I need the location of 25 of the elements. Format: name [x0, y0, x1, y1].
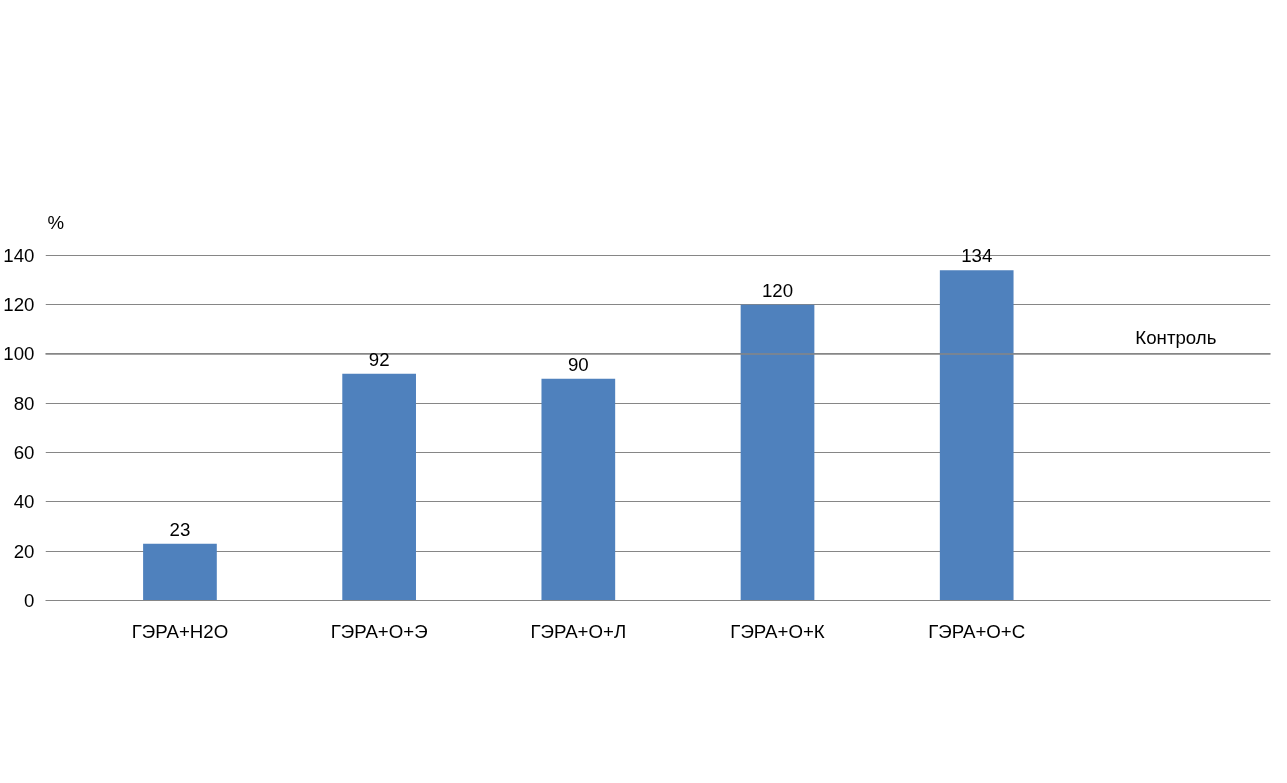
y-tick-label: 40 [13, 491, 35, 513]
x-tick-label: ГЭРА+H2O [131, 620, 229, 642]
x-tick-label: ГЭРА+О+Э [330, 620, 428, 642]
y-tick-label: 80 [13, 392, 35, 414]
bar [740, 304, 815, 601]
bar [541, 378, 616, 601]
data-label: 23 [169, 518, 191, 540]
bar [939, 270, 1014, 601]
y-tick-label: 100 [3, 343, 35, 365]
data-label: 134 [961, 245, 993, 267]
data-label: 90 [567, 353, 589, 375]
bar [143, 543, 217, 601]
ref-line-label: Контроль [1135, 326, 1217, 348]
bar [342, 373, 416, 601]
data-label: 92 [368, 348, 390, 370]
y-tick-label: 20 [13, 540, 35, 562]
x-tick-label: ГЭРА+О+К [730, 620, 825, 642]
y-tick-label: 140 [3, 244, 35, 266]
y-tick-label: 60 [13, 442, 35, 464]
data-label: 120 [761, 279, 794, 301]
y-axis-title: % [47, 212, 65, 234]
x-tick-label: ГЭРА+О+Л [530, 620, 627, 642]
y-tick-label: 0 [24, 590, 35, 611]
y-tick-label: 120 [3, 294, 35, 316]
x-tick-label: ГЭРА+О+С [928, 620, 1026, 642]
